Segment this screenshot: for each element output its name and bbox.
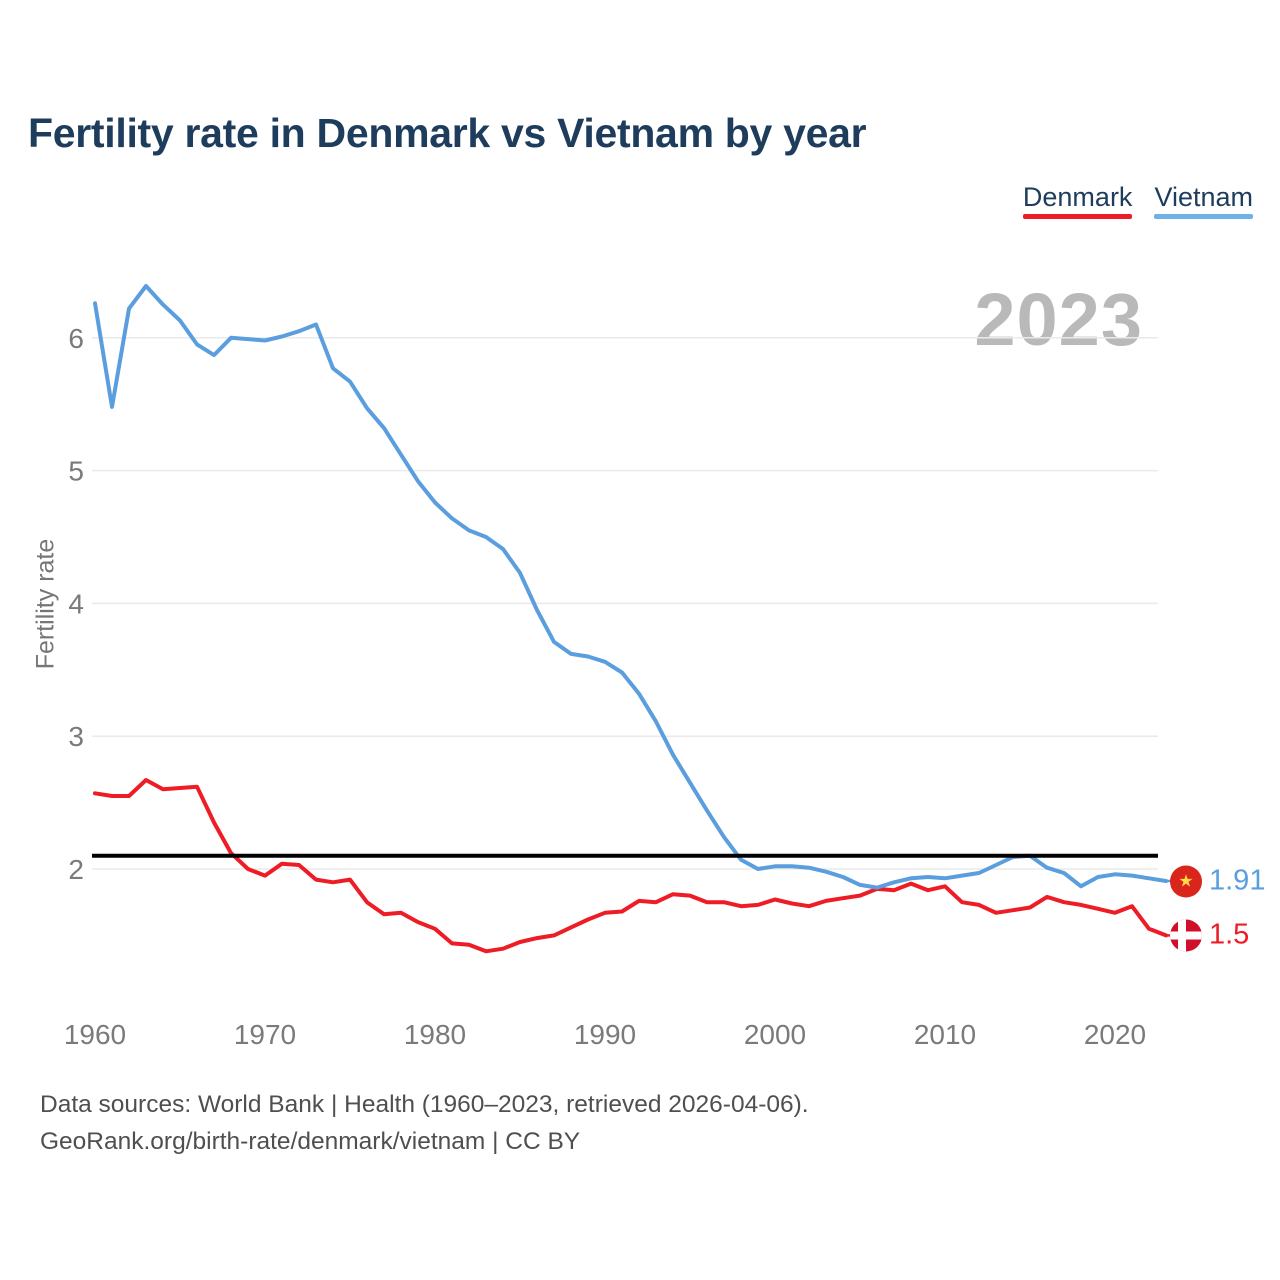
footer-attribution: GeoRank.org/birth-rate/denmark/vietnam |… [40,1128,581,1155]
star-icon: ★ [1178,871,1194,890]
nordic-cross-horizontal [1170,931,1202,940]
vietnam-latest-value: 1.91 [1209,864,1266,897]
vietnam-flag-icon: ★ [1170,865,1202,897]
vietnam-end-label-group: ★ 1.91 [1170,865,1265,898]
legend-underline-vietnam [1154,214,1253,219]
legend-label-denmark: Denmark [1022,182,1133,212]
legend-item-vietnam[interactable]: Vietnam [1154,182,1253,219]
legend-underline-denmark [1022,214,1133,219]
legend: Denmark Vietnam [1022,182,1253,219]
y-tick-label-5: 5 [68,456,84,487]
x-tick-label-2010: 2010 [914,1019,976,1050]
series-line-vietnam[interactable] [93,284,1168,890]
y-tick-label-3: 3 [68,721,84,752]
y-tick-label-4: 4 [68,588,84,619]
series-line-denmark[interactable] [93,778,1168,954]
y-tick-label-6: 6 [68,323,84,354]
footer-data-sources: Data sources: World Bank | Health (1960–… [40,1091,809,1118]
x-tick-label-1970: 1970 [234,1019,296,1050]
denmark-end-label-group: 1.5 [1170,919,1249,952]
legend-label-vietnam: Vietnam [1154,182,1253,212]
x-tick-label-2020: 2020 [1084,1019,1146,1050]
denmark-flag-icon [1170,919,1202,952]
x-tick-label-1990: 1990 [574,1019,636,1050]
x-tick-label-2000: 2000 [744,1019,806,1050]
footer: Data sources: World Bank | Health (1960–… [40,1086,809,1160]
year-watermark: 2023 [974,278,1143,361]
x-tick-label-1980: 1980 [404,1019,466,1050]
chart-title: Fertility rate in Denmark vs Vietnam by … [28,110,867,156]
denmark-latest-value: 1.5 [1209,918,1250,951]
x-tick-label-1960: 1960 [64,1019,126,1050]
y-tick-label-2: 2 [68,854,84,885]
legend-item-denmark[interactable]: Denmark [1022,182,1133,219]
